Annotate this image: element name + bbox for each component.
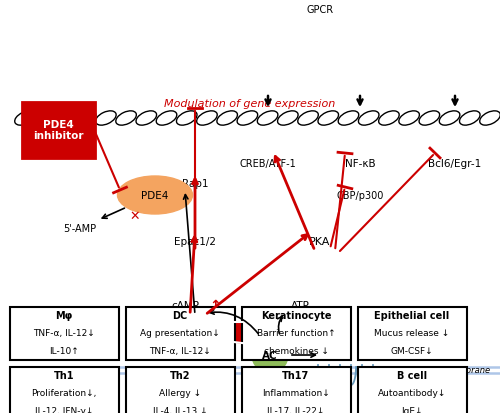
Text: Cell membrane: Cell membrane [426,366,490,375]
Text: cAMP: cAMP [171,300,199,310]
Text: NF-κB: NF-κB [344,159,376,169]
Ellipse shape [55,112,76,126]
Text: chemokines ↓: chemokines ↓ [264,347,328,356]
Text: Mφ: Mφ [56,310,72,320]
Ellipse shape [96,112,116,126]
Ellipse shape [118,177,192,214]
Text: IL-12, IFN-γ↓: IL-12, IFN-γ↓ [35,406,93,413]
Text: Th1: Th1 [54,370,74,380]
FancyBboxPatch shape [10,307,118,360]
Ellipse shape [116,112,136,126]
Text: IL-10↑: IL-10↑ [49,347,79,356]
Text: Keratinocyte: Keratinocyte [261,310,331,320]
Ellipse shape [440,112,460,126]
Text: Th2: Th2 [170,370,190,380]
Text: ✕: ✕ [130,209,140,222]
Text: Rap1: Rap1 [182,178,208,189]
Text: Epithelial cell: Epithelial cell [374,310,450,320]
Text: Allergy ↓: Allergy ↓ [159,389,201,398]
Ellipse shape [237,112,258,126]
Text: TNF-α, IL-12↓: TNF-α, IL-12↓ [33,329,95,338]
Ellipse shape [338,112,359,126]
Text: AC: AC [262,350,278,360]
Text: Proliferation↓,: Proliferation↓, [32,389,96,398]
Text: IL-17, IL-22↓: IL-17, IL-22↓ [268,406,324,413]
Text: TNF-α, IL-12↓: TNF-α, IL-12↓ [149,347,211,356]
Ellipse shape [399,112,419,126]
Text: GPCR: GPCR [306,5,334,15]
Ellipse shape [298,112,318,126]
Ellipse shape [76,112,96,126]
FancyBboxPatch shape [242,367,350,413]
Text: Th17: Th17 [282,370,310,380]
Ellipse shape [358,112,379,126]
Text: PDE4: PDE4 [142,190,169,201]
Text: DC: DC [172,310,188,320]
Text: Inflammation↓: Inflammation↓ [262,389,330,398]
Text: Epac1/2: Epac1/2 [174,236,216,247]
FancyBboxPatch shape [242,307,350,360]
Ellipse shape [35,112,56,126]
Ellipse shape [378,112,399,126]
Text: CREB/ATF-1: CREB/ATF-1 [240,159,296,169]
Ellipse shape [460,112,480,126]
Ellipse shape [156,112,177,126]
Text: Ag presentation↓: Ag presentation↓ [140,329,220,338]
Text: Bcl6/Egr-1: Bcl6/Egr-1 [428,159,482,169]
FancyBboxPatch shape [358,367,467,413]
Circle shape [252,337,288,373]
Text: Barrier function↑: Barrier function↑ [256,329,336,338]
Text: ATP: ATP [290,300,310,310]
Ellipse shape [217,112,238,126]
Ellipse shape [136,112,156,126]
Polygon shape [185,322,315,344]
FancyBboxPatch shape [358,307,467,360]
Text: CBP/p300: CBP/p300 [336,190,384,201]
Text: IgE↓: IgE↓ [401,406,423,413]
Text: Modulation of gene expression: Modulation of gene expression [164,99,336,109]
FancyBboxPatch shape [22,102,95,158]
FancyBboxPatch shape [126,367,234,413]
Text: Mucus release ↓: Mucus release ↓ [374,329,450,338]
Ellipse shape [419,112,440,126]
Ellipse shape [196,112,217,126]
Text: PDE4
inhibitor: PDE4 inhibitor [33,119,83,141]
FancyBboxPatch shape [10,367,118,413]
Text: ↑: ↑ [209,298,221,312]
Text: PKA: PKA [310,236,330,247]
Text: 5'-AMP: 5'-AMP [64,223,96,233]
Ellipse shape [258,112,278,126]
Ellipse shape [318,112,338,126]
Text: Autoantibody↓: Autoantibody↓ [378,389,446,398]
Ellipse shape [14,112,36,126]
Ellipse shape [176,112,197,126]
FancyBboxPatch shape [126,307,234,360]
Ellipse shape [480,112,500,126]
Ellipse shape [278,112,298,126]
Text: IL-4, IL-13 ↓: IL-4, IL-13 ↓ [152,406,208,413]
Text: GM-CSF↓: GM-CSF↓ [390,347,434,356]
Text: B cell: B cell [397,370,427,380]
